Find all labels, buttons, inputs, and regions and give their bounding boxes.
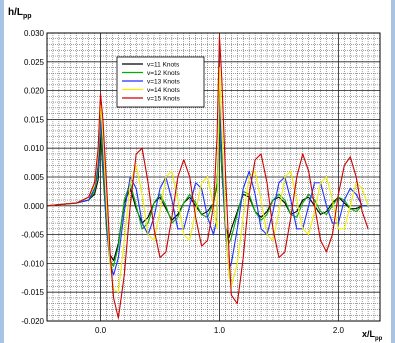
legend-label: v=15 Knots — [147, 96, 180, 103]
y-axis-title-main: h/L — [8, 7, 23, 18]
y-tick-label: -0.005 — [21, 231, 44, 240]
y-tick-label: -0.010 — [21, 259, 44, 268]
y-tick-label: 0.015 — [24, 115, 45, 124]
legend-box — [116, 56, 205, 108]
y-tick-label: 0.020 — [24, 87, 45, 96]
series-layer — [46, 35, 369, 319]
y-axis-title-sub: pp — [23, 13, 32, 20]
x-axis-title: x/Lpp — [362, 329, 383, 342]
axes: -0.020 -0.015 -0.010 -0.005 0.000 0.005 0.010 0… — [21, 29, 381, 335]
x-tick-label: 1.0 — [214, 326, 226, 335]
y-tick-label: 0.025 — [24, 58, 45, 67]
x-tick-label: 2.0 — [333, 326, 345, 335]
legend-label: v=12 Knots — [147, 70, 180, 77]
series-line-5 — [46, 35, 369, 319]
x-axis-title-sub: pp — [375, 336, 383, 342]
y-tick-label: 0.010 — [24, 144, 45, 153]
plot-frame — [46, 32, 381, 322]
y-tick-label: 0.005 — [24, 173, 45, 182]
legend-label: v=13 Knots — [147, 79, 180, 86]
y-tick-label: -0.015 — [21, 288, 44, 297]
grid — [47, 32, 381, 322]
x-tick-label: 0.0 — [95, 326, 107, 335]
y-tick-label: -0.020 — [21, 317, 44, 326]
legend-label: v=14 Knots — [147, 87, 180, 94]
x-axis-title-main: x/L — [362, 329, 376, 339]
y-tick-label: 0.000 — [24, 202, 45, 211]
series-line-4 — [46, 67, 369, 293]
y-axis-title: h/Lpp — [8, 7, 32, 20]
legend-label: v=11 Knots — [147, 62, 180, 69]
y-tick-label: 0.030 — [24, 29, 45, 38]
